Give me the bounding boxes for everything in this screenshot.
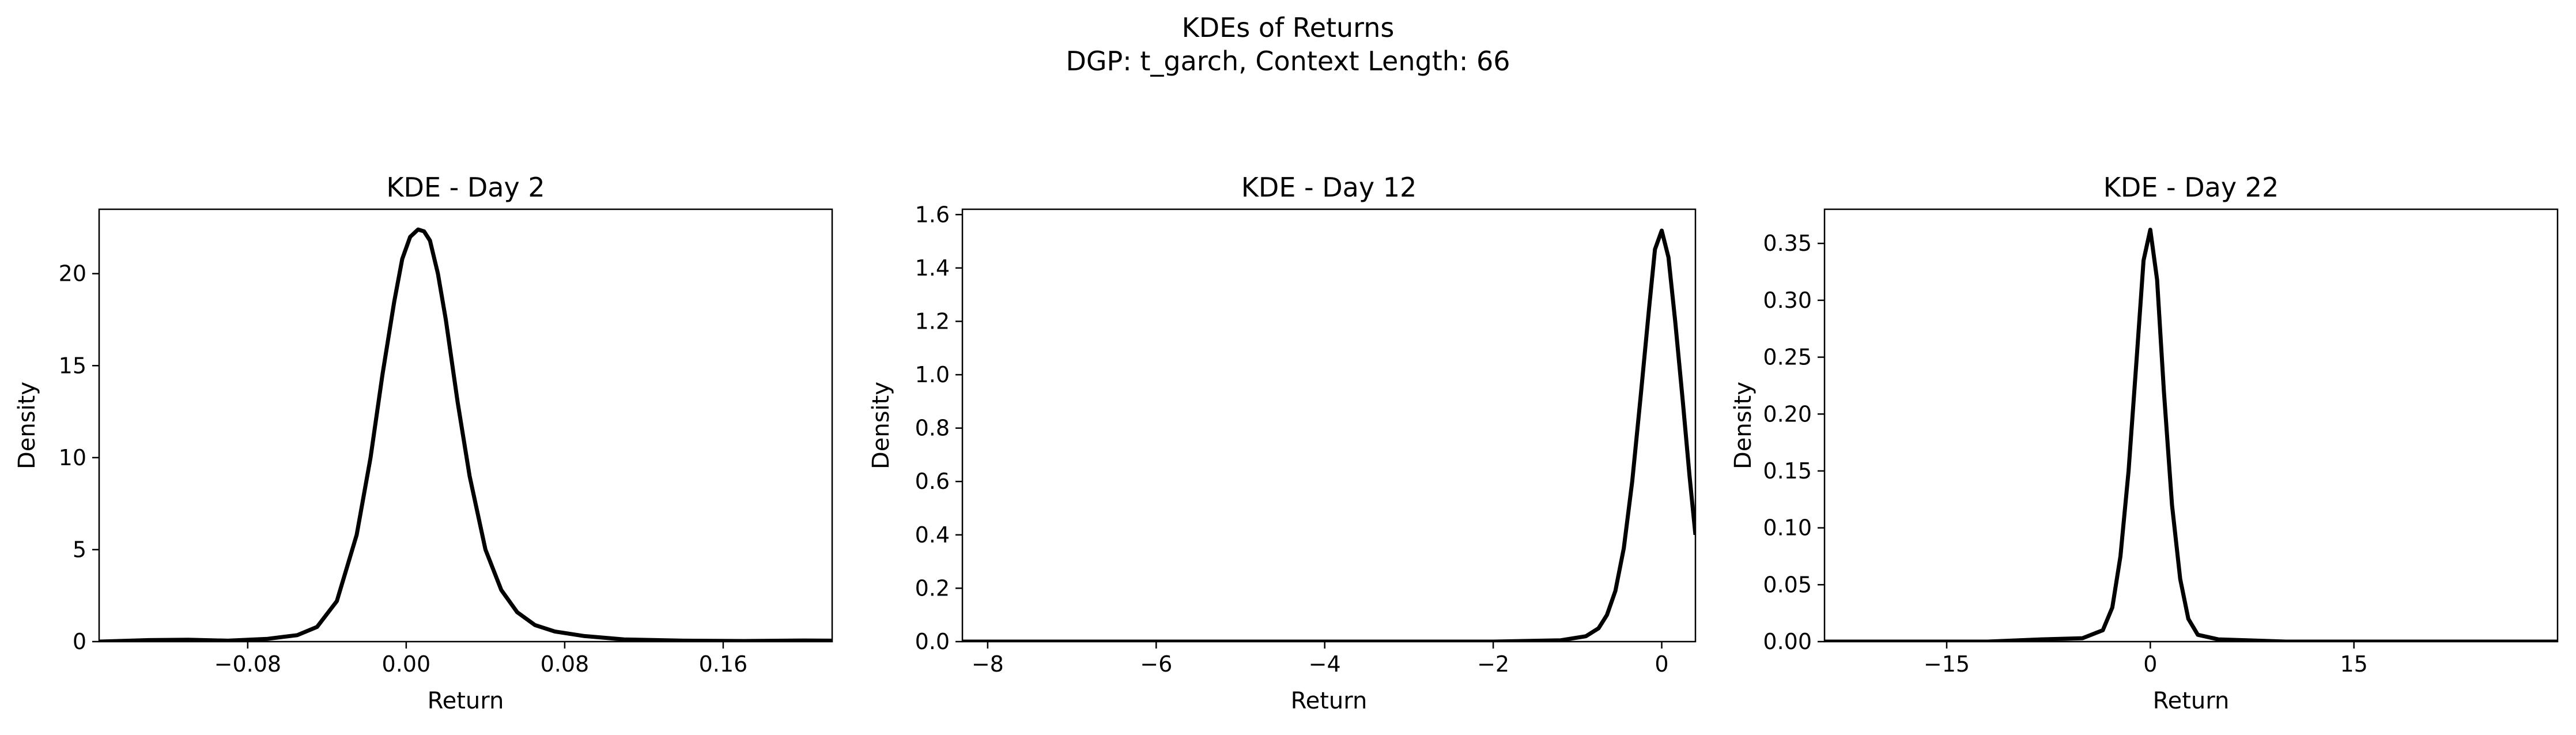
kde-curve — [1825, 228, 2558, 642]
subplot-title: KDE - Day 22 — [2103, 172, 2279, 203]
y-tick-label: 0.15 — [1763, 458, 1812, 484]
x-tick-label: −8 — [972, 651, 1004, 677]
x-tick-label: −0.08 — [214, 651, 281, 677]
y-axis-label: Density — [14, 382, 40, 469]
x-tick-label: 0 — [1655, 651, 1668, 677]
y-tick-label: 0 — [73, 629, 86, 654]
y-tick-label: 15 — [59, 353, 86, 378]
axes-frame — [98, 208, 833, 643]
y-tick-label: 10 — [59, 445, 86, 470]
y-tick-label: 0.30 — [1763, 288, 1812, 313]
y-tick-label: 1.6 — [915, 202, 950, 227]
y-tick-label: 0.4 — [915, 522, 950, 548]
axes-frame — [1823, 208, 2559, 643]
subplot-title: KDE - Day 12 — [1241, 172, 1417, 203]
axes-frame — [961, 208, 1697, 643]
x-tick-label: 0.08 — [541, 651, 590, 677]
y-tick-label: 0.10 — [1763, 515, 1812, 541]
subplot-2: KDE - Day 12 −8 −6 −4 −2 0 0.0 0.2 0.4 0.6 0.8 1.0 1… — [868, 172, 1697, 714]
x-tick-label: −4 — [1309, 651, 1341, 677]
y-tick-label: 0.00 — [1763, 629, 1812, 654]
y-tick-label: 0.2 — [915, 575, 950, 601]
y-tick-label: 0.8 — [915, 416, 950, 441]
x-tick-label: 0 — [2143, 651, 2157, 677]
subplot-title: KDE - Day 2 — [386, 172, 545, 203]
x-tick-label: 0.16 — [699, 651, 748, 677]
x-tick-label: 15 — [2340, 651, 2367, 677]
x-axis-label: Return — [2153, 688, 2230, 714]
y-tick-label: 1.0 — [915, 362, 950, 387]
x-tick-label: −6 — [1140, 651, 1172, 677]
y-tick-label: 0.0 — [915, 629, 950, 654]
y-tick-label: 1.4 — [915, 255, 950, 281]
y-tick-label: 5 — [73, 537, 86, 562]
y-tick-label: 1.2 — [915, 308, 950, 334]
y-axis-label: Density — [1730, 382, 1757, 469]
y-tick-label: 0.35 — [1763, 231, 1812, 256]
x-axis-label: Return — [428, 688, 504, 714]
figure-title: KDEs of Returns — [1182, 12, 1395, 43]
x-tick-label: −2 — [1477, 651, 1509, 677]
subplots-container: KDE - Day 2−0.08 0.00 0.08 0.1605101520Retu… — [14, 172, 2559, 714]
kde-curve — [99, 227, 832, 642]
subplot-3: KDE - Day 22 −15 0 15 0.00 0.05 0.10 0.15 0.20 0.… — [1730, 172, 2559, 714]
figure-subtitle: DGP: t_garch, Context Length: 66 — [1066, 46, 1510, 77]
y-axis-label: Density — [868, 382, 894, 469]
subplot-1: KDE - Day 2 −0.08 0.00 0.08 0.16 0 5 10 15 20 Retu… — [14, 172, 833, 714]
x-tick-label: 0.00 — [382, 651, 431, 677]
y-tick-label: 0.05 — [1763, 572, 1812, 597]
x-axis-label: Return — [1291, 688, 1368, 714]
y-tick-label: 20 — [59, 261, 86, 287]
x-tick-label: −15 — [1924, 651, 1970, 677]
y-tick-label: 0.6 — [915, 469, 950, 494]
y-tick-label: 0.20 — [1763, 401, 1812, 427]
y-tick-label: 0.25 — [1763, 345, 1812, 370]
